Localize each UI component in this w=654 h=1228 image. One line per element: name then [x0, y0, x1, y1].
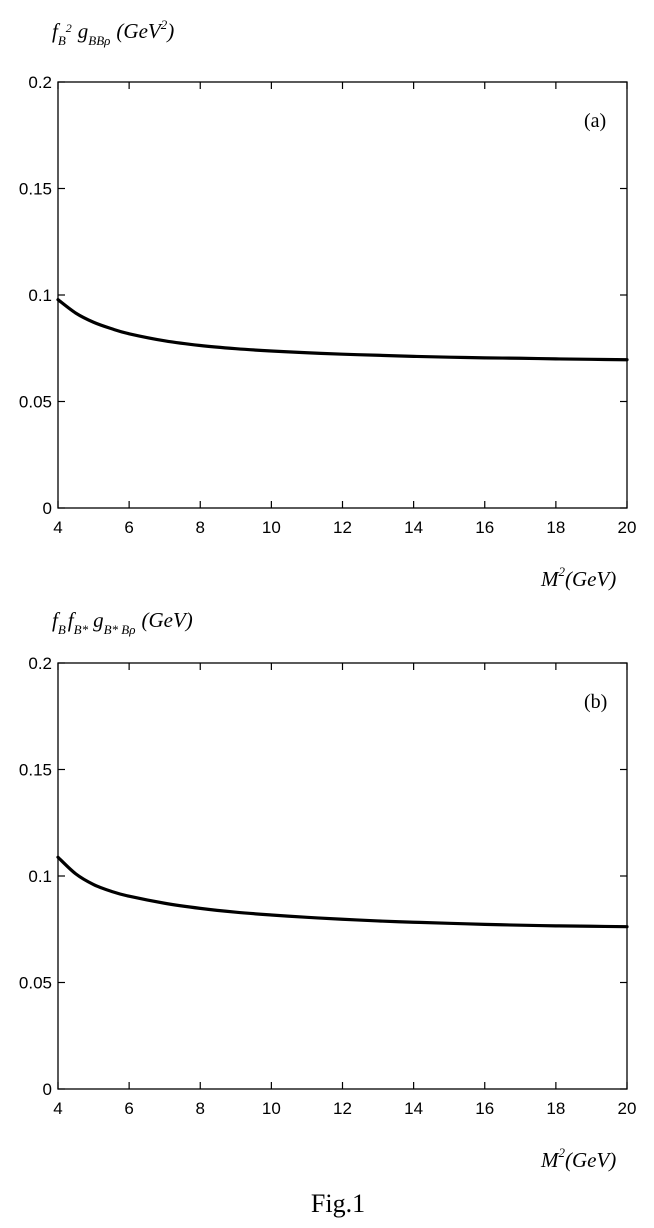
- chart-b-ytick-label-1: 0.05: [19, 974, 52, 993]
- chart-a-ylabel-unit-pre: (GeV: [116, 19, 162, 43]
- chart-b-frame: [57, 662, 628, 1090]
- chart-b-ylabel: fBfB* gB* Bρ (GeV): [52, 608, 193, 637]
- chart-b-xtick-label-8: 20: [618, 1099, 637, 1118]
- chart-b-xtick-label-0: 4: [53, 1099, 62, 1118]
- chart-a-xtick-label-7: 18: [546, 518, 565, 537]
- chart-b-xtick-label-7: 18: [546, 1099, 565, 1118]
- chart-a-ytick-label-2: 0.1: [28, 286, 52, 305]
- chart-b-panel-label: (b): [584, 691, 607, 713]
- chart-a-ylabel-f-sup: 2: [66, 21, 72, 35]
- chart-a-xlabel: M2(GeV): [540, 564, 616, 591]
- chart-a-panel-label: (a): [584, 110, 606, 132]
- chart-b-series-line: [56, 855, 629, 929]
- chart-b-xtick-label-5: 14: [404, 1099, 423, 1118]
- chart-b-xlabel-m: M: [540, 1148, 560, 1172]
- chart-a-frame: [57, 81, 628, 509]
- chart-b-ylabel-f2-sub: B*: [74, 622, 89, 637]
- chart-b-xtick-label-3: 10: [262, 1099, 281, 1118]
- chart-b-ylabel-f2: f: [68, 608, 77, 632]
- chart-a-ticks: [57, 81, 628, 509]
- chart-b-xlabel: M2(GeV): [540, 1145, 616, 1172]
- chart-a-ylabel-g: g: [78, 19, 89, 43]
- chart-b-ylabel-g: g: [93, 608, 104, 632]
- chart-a-xlabel-sup: 2: [559, 564, 566, 579]
- chart-a-xlabel-m: M: [540, 567, 560, 591]
- chart-a-xtick-label-4: 12: [333, 518, 352, 537]
- chart-b-xlabel-unit: (GeV): [565, 1148, 616, 1172]
- chart-b-ytick-label-0: 0: [43, 1080, 52, 1099]
- chart-b-ylabel-g-sub: B* Bρ: [104, 622, 136, 637]
- chart-a-xtick-label-5: 14: [404, 518, 423, 537]
- chart-a-xlabel-unit: (GeV): [565, 567, 616, 591]
- chart-b-tick-labels: 4 6 8 10 12 14 16 18 20 0 0.05 0.1 0.15 0.2: [19, 654, 637, 1118]
- chart-a-ytick-label-0: 0: [43, 499, 52, 518]
- chart-a-ylabel-unit-sup: 2: [161, 17, 168, 32]
- chart-b-xtick-label-1: 6: [124, 1099, 133, 1118]
- chart-a-ylabel: fB2 gBBρ (GeV2): [52, 17, 174, 48]
- figure-caption: Fig.1: [311, 1189, 365, 1218]
- chart-a-xtick-label-2: 8: [196, 518, 205, 537]
- chart-a-ylabel-f-sub: B: [58, 33, 66, 48]
- chart-a-xtick-label-3: 10: [262, 518, 281, 537]
- chart-a-ytick-label-1: 0.05: [19, 393, 52, 412]
- chart-a-ytick-label-3: 0.15: [19, 180, 52, 199]
- chart-a-ylabel-g-sub: BBρ: [88, 33, 110, 48]
- chart-a-ylabel-f: f: [52, 19, 61, 43]
- chart-b-xtick-label-6: 16: [475, 1099, 494, 1118]
- chart-b-xtick-label-2: 8: [196, 1099, 205, 1118]
- chart-b-xlabel-sup: 2: [559, 1145, 566, 1160]
- chart-a-xtick-label-8: 20: [618, 518, 637, 537]
- chart-a-series-line: [56, 298, 629, 362]
- chart-panel-a: fB2 gBBρ (GeV2) 4 6 8 10 12 14 16 18 2000.050.10.1…: [19, 17, 637, 591]
- chart-a-tick-labels: 4 6 8 10 12 14 16 18 20 0 0.05 0.1 0.15 0.2: [19, 73, 637, 537]
- chart-panel-b: fBfB* gB* Bρ (GeV) 4 6 8 10 12 14 16 18 2000.050.1…: [19, 608, 637, 1172]
- chart-a-ylabel-unit-post: ): [166, 19, 174, 43]
- chart-a-xtick-label-1: 6: [124, 518, 133, 537]
- chart-a-xtick-label-6: 16: [475, 518, 494, 537]
- chart-b-ytick-label-2: 0.1: [28, 867, 52, 886]
- chart-b-ylabel-unit: (GeV): [141, 608, 192, 632]
- chart-b-xtick-label-4: 12: [333, 1099, 352, 1118]
- chart-b-ylabel-f1: f: [52, 608, 61, 632]
- chart-b-ticks: [57, 662, 628, 1090]
- chart-b-ylabel-f1-sub: B: [58, 622, 66, 637]
- chart-b-ytick-label-3: 0.15: [19, 761, 52, 780]
- chart-b-ytick-label-4: 0.2: [28, 654, 52, 673]
- chart-a-xtick-label-0: 4: [53, 518, 62, 537]
- chart-a-ytick-label-4: 0.2: [28, 73, 52, 92]
